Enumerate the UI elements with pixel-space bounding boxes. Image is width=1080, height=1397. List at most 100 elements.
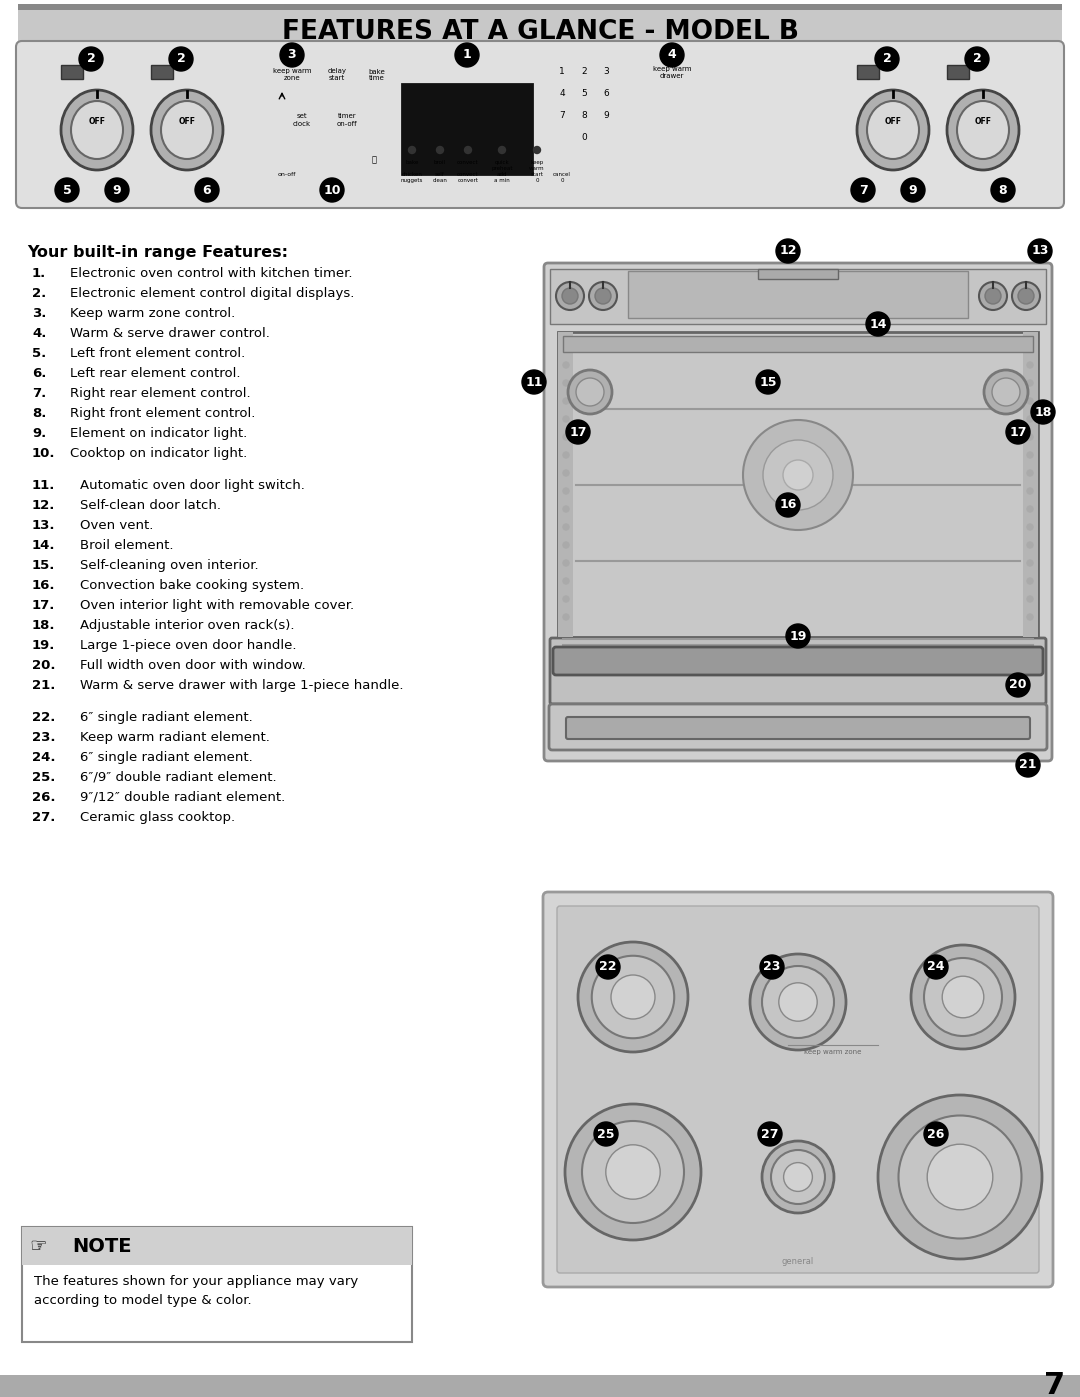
FancyBboxPatch shape [758, 270, 838, 279]
Text: NOTE: NOTE [72, 1236, 132, 1256]
Circle shape [563, 597, 569, 602]
FancyBboxPatch shape [557, 907, 1039, 1273]
Ellipse shape [582, 1120, 684, 1222]
Circle shape [522, 370, 546, 394]
Circle shape [499, 147, 505, 154]
Circle shape [758, 1122, 782, 1146]
Text: keep warm
drawer: keep warm drawer [652, 66, 691, 78]
Circle shape [534, 147, 540, 154]
FancyBboxPatch shape [550, 270, 1047, 324]
Circle shape [993, 379, 1020, 407]
Text: Oven interior light with removable cover.: Oven interior light with removable cover… [80, 599, 354, 612]
Circle shape [1018, 288, 1034, 305]
Text: general: general [782, 1257, 814, 1267]
Text: 15: 15 [759, 376, 777, 388]
Text: 3: 3 [287, 49, 296, 61]
Circle shape [594, 1122, 618, 1146]
FancyBboxPatch shape [543, 893, 1053, 1287]
Ellipse shape [71, 101, 123, 159]
FancyBboxPatch shape [151, 66, 173, 80]
Circle shape [589, 282, 617, 310]
Circle shape [966, 47, 989, 71]
Text: Cooktop on indicator light.: Cooktop on indicator light. [70, 447, 247, 460]
FancyBboxPatch shape [22, 1227, 411, 1266]
Text: 7: 7 [1044, 1372, 1066, 1397]
Text: 1.: 1. [32, 267, 46, 279]
Circle shape [1027, 488, 1032, 495]
Circle shape [777, 239, 800, 263]
Text: 9″/12″ double radiant element.: 9″/12″ double radiant element. [80, 791, 285, 805]
Circle shape [563, 506, 569, 511]
Circle shape [1028, 239, 1052, 263]
Text: 4.: 4. [32, 327, 46, 339]
Ellipse shape [161, 101, 213, 159]
Text: convect
convert: convect convert [457, 172, 478, 183]
Text: FEATURES AT A GLANCE - MODEL B: FEATURES AT A GLANCE - MODEL B [282, 20, 798, 45]
Circle shape [563, 542, 569, 548]
Circle shape [1027, 434, 1032, 440]
FancyBboxPatch shape [0, 1375, 1080, 1397]
FancyBboxPatch shape [18, 10, 1062, 54]
Circle shape [563, 380, 569, 386]
Text: 21.: 21. [32, 679, 55, 692]
Text: 9.: 9. [32, 427, 46, 440]
Text: quick
preheat: quick preheat [491, 161, 513, 170]
Circle shape [1027, 469, 1032, 476]
Circle shape [1027, 362, 1032, 367]
Circle shape [436, 147, 444, 154]
FancyBboxPatch shape [60, 66, 83, 80]
Text: cancel
0: cancel 0 [553, 172, 571, 183]
Circle shape [1027, 453, 1032, 458]
Text: OFF: OFF [178, 117, 195, 127]
Circle shape [563, 416, 569, 422]
FancyBboxPatch shape [553, 647, 1043, 675]
Circle shape [566, 420, 590, 444]
Text: Left rear element control.: Left rear element control. [70, 367, 241, 380]
Ellipse shape [762, 1141, 834, 1213]
Text: 17: 17 [569, 426, 586, 439]
Text: 18.: 18. [32, 619, 55, 631]
Text: 23.: 23. [32, 731, 55, 745]
Text: 8: 8 [999, 183, 1008, 197]
Circle shape [1027, 597, 1032, 602]
Circle shape [762, 440, 833, 510]
Text: 16: 16 [780, 499, 797, 511]
Circle shape [1027, 398, 1032, 404]
Text: Adjustable interior oven rack(s).: Adjustable interior oven rack(s). [80, 619, 295, 631]
Ellipse shape [912, 944, 1015, 1049]
Text: 5: 5 [581, 89, 586, 99]
Text: 6: 6 [603, 89, 609, 99]
Circle shape [1027, 560, 1032, 566]
Circle shape [1027, 542, 1032, 548]
Ellipse shape [899, 1115, 1022, 1239]
FancyBboxPatch shape [627, 271, 968, 319]
Text: 14: 14 [869, 317, 887, 331]
Text: 20: 20 [1009, 679, 1027, 692]
Text: 2: 2 [86, 53, 95, 66]
Circle shape [777, 493, 800, 517]
Text: 1: 1 [462, 49, 471, 61]
Text: Electronic element control digital displays.: Electronic element control digital displ… [70, 286, 354, 300]
Circle shape [866, 312, 890, 337]
Ellipse shape [750, 954, 846, 1051]
Text: 25.: 25. [32, 771, 55, 784]
Text: 27: 27 [761, 1127, 779, 1140]
Circle shape [1031, 400, 1055, 425]
FancyBboxPatch shape [558, 332, 573, 637]
Text: 0: 0 [581, 134, 586, 142]
Text: start
0: start 0 [530, 172, 543, 183]
Text: self
clean: self clean [433, 172, 447, 183]
FancyBboxPatch shape [858, 66, 879, 80]
Text: convect: convect [457, 161, 478, 165]
FancyBboxPatch shape [549, 704, 1047, 750]
Ellipse shape [771, 1150, 825, 1204]
Circle shape [563, 488, 569, 495]
Text: 3.: 3. [32, 307, 46, 320]
Text: 22: 22 [599, 961, 617, 974]
Text: 11: 11 [525, 376, 543, 388]
Text: Left front element control.: Left front element control. [70, 346, 245, 360]
Text: 6″/9″ double radiant element.: 6″/9″ double radiant element. [80, 771, 276, 784]
Text: 2: 2 [177, 53, 186, 66]
Circle shape [168, 47, 193, 71]
Circle shape [563, 362, 569, 367]
